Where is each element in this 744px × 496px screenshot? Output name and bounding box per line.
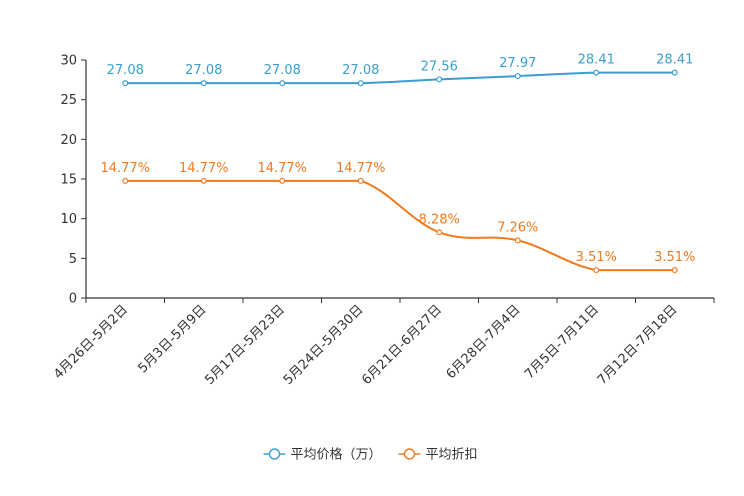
- data-label: 14.77%: [179, 161, 229, 176]
- y-tick-label: 30: [60, 54, 77, 69]
- series-line: [125, 179, 675, 272]
- legend-label: 平均折扣: [426, 448, 478, 463]
- data-point: [514, 237, 521, 244]
- data-label: 28.41: [656, 53, 693, 68]
- x-category-label: 7月5日-7月11日: [522, 302, 602, 382]
- data-label: 27.08: [185, 63, 222, 78]
- data-point: [200, 177, 207, 184]
- x-category-label: 7月12日-7月18日: [595, 302, 681, 388]
- data-label: 27.08: [264, 63, 301, 78]
- data-point: [671, 267, 678, 274]
- data-point: [279, 80, 286, 87]
- y-tick-label: 15: [60, 173, 77, 188]
- data-point: [671, 69, 678, 76]
- data-label: 27.97: [499, 56, 536, 71]
- legend-marker-icon: [268, 448, 281, 460]
- data-label: 14.77%: [100, 161, 150, 176]
- series-line: [125, 71, 675, 85]
- data-label: 27.08: [107, 63, 144, 78]
- data-label: 14.77%: [336, 161, 386, 176]
- data-label: 3.51%: [654, 250, 695, 265]
- y-tick-label: 20: [60, 133, 77, 148]
- data-label: 28.41: [578, 53, 615, 68]
- data-point: [122, 177, 129, 184]
- x-category-label: 5月17日-5月23日: [202, 302, 288, 388]
- x-category-label: 4月26日-5月2日: [51, 302, 131, 382]
- data-point: [357, 80, 364, 87]
- data-point: [357, 177, 364, 184]
- y-tick-label: 10: [60, 212, 77, 227]
- data-point: [200, 80, 207, 87]
- y-tick-label: 25: [60, 93, 77, 108]
- data-label: 14.77%: [257, 161, 307, 176]
- x-category-label: 5月24日-5月30日: [281, 302, 367, 388]
- data-point: [593, 267, 600, 274]
- data-label: 8.28%: [419, 212, 460, 227]
- x-category-label: 6月21日-6月27日: [359, 302, 445, 388]
- x-category-label: 6月28日-7月4日: [444, 302, 524, 382]
- data-point: [279, 177, 286, 184]
- legend-label: 平均价格（万）: [291, 447, 382, 463]
- series-2: 14.77% 14.77% 14.77% 14.77% 8.28% 7.26% 3.51% 3…: [100, 161, 695, 274]
- data-label: 27.08: [342, 63, 379, 78]
- legend-marker-icon: [403, 448, 416, 460]
- data-label: 27.56: [421, 59, 458, 74]
- data-point: [514, 73, 521, 80]
- data-label: 3.51%: [576, 250, 617, 265]
- axes: 0 5 10 15 20 25 30 4月26日-5月2日 5月3日-5月9日5月17日-5月2…: [51, 54, 715, 388]
- series-1: 27.08 27.08 27.08 27.08 27.56 27.97 28.41 28.41: [107, 53, 693, 87]
- series-layer: 27.08 27.08 27.08 27.08 27.56 27.97 28.41 28.41…: [100, 53, 695, 274]
- x-category-label: 5月3日-5月9日: [135, 302, 209, 376]
- legend-item-1[interactable]: 平均价格（万）: [263, 447, 382, 463]
- data-point: [593, 69, 600, 76]
- data-point: [122, 80, 129, 87]
- data-point: [436, 76, 443, 83]
- y-tick-label: 5: [69, 252, 77, 267]
- legend-item-2[interactable]: 平均折扣: [398, 448, 478, 463]
- legend[interactable]: 平均价格（万） 平均折扣: [263, 447, 478, 463]
- y-tick-label: 0: [69, 292, 77, 307]
- data-point: [436, 229, 443, 236]
- data-label: 7.26%: [497, 220, 538, 235]
